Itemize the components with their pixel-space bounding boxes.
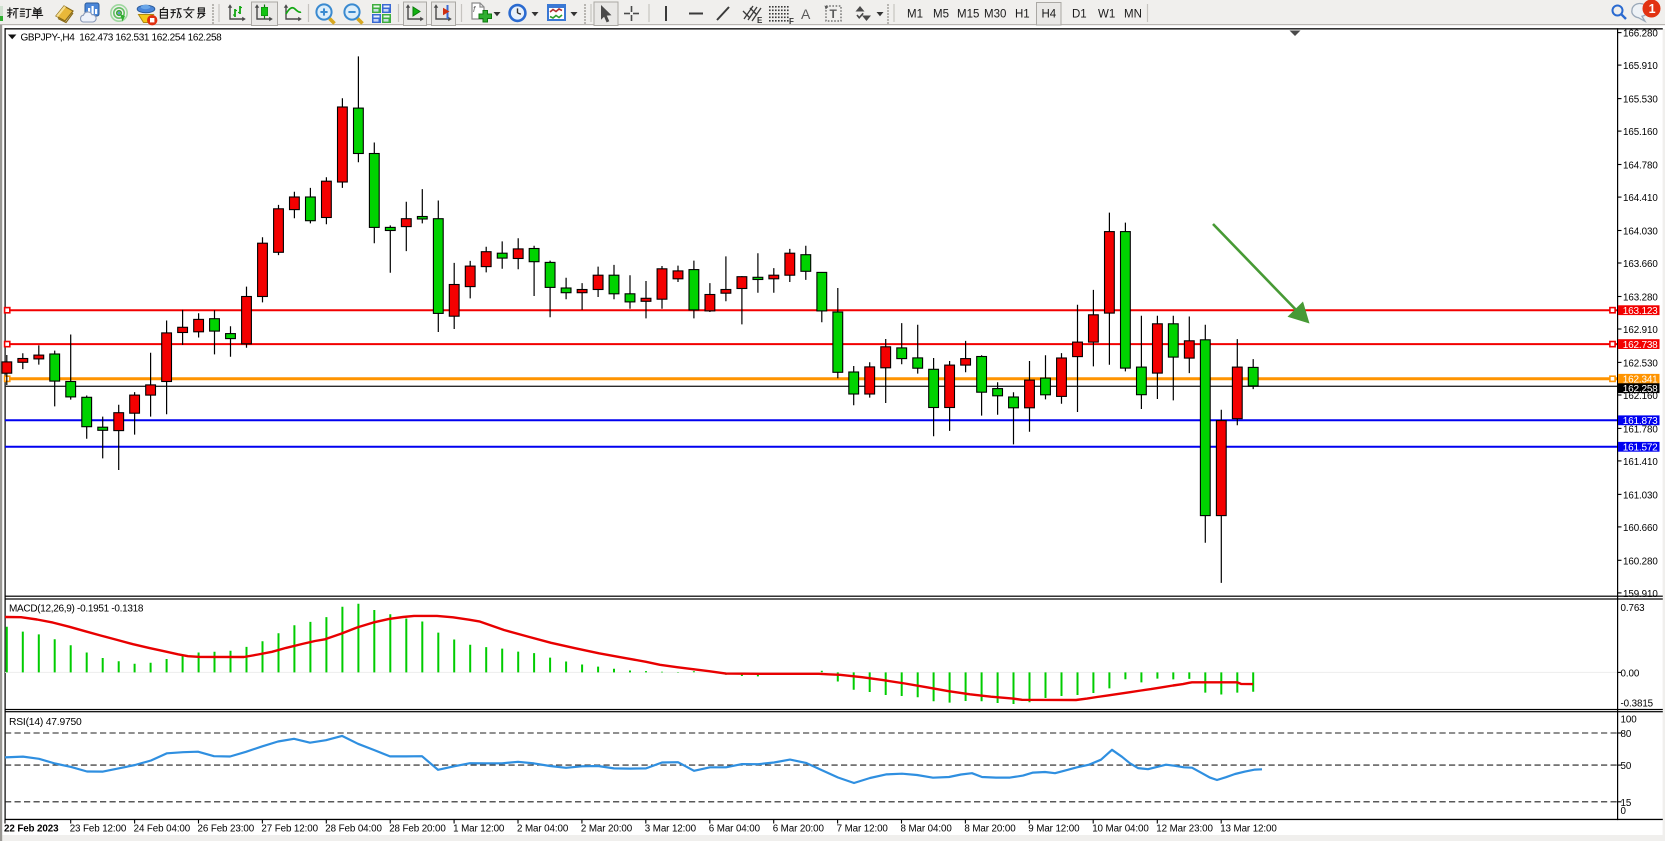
svg-text:166.280: 166.280 bbox=[1623, 29, 1658, 40]
svg-text:f: f bbox=[473, 5, 476, 14]
svg-text:15: 15 bbox=[1621, 798, 1632, 809]
svg-text:6 Mar 20:00: 6 Mar 20:00 bbox=[773, 823, 825, 834]
svg-text:0.763: 0.763 bbox=[1621, 603, 1646, 614]
svg-text:-0.3815: -0.3815 bbox=[1621, 698, 1654, 709]
svg-text:MACD(12,26,9) -0.1951 -0.1318: MACD(12,26,9) -0.1951 -0.1318 bbox=[9, 603, 144, 614]
svg-text:23 Feb 12:00: 23 Feb 12:00 bbox=[70, 823, 127, 834]
svg-text:1: 1 bbox=[1649, 2, 1656, 16]
svg-text:H4: H4 bbox=[1042, 9, 1057, 21]
svg-text:10 Mar 04:00: 10 Mar 04:00 bbox=[1092, 823, 1149, 834]
svg-text:28 Feb 20:00: 28 Feb 20:00 bbox=[389, 823, 446, 834]
svg-text:161.410: 161.410 bbox=[1623, 457, 1658, 468]
svg-text:162.258: 162.258 bbox=[1623, 384, 1658, 395]
svg-text:D1: D1 bbox=[1072, 9, 1087, 21]
svg-text:GBPJPY-,H4 162.473 162.531 16: GBPJPY-,H4 162.473 162.531 162.254 162.2… bbox=[21, 33, 223, 44]
svg-text:F: F bbox=[789, 17, 794, 26]
svg-text:163.660: 163.660 bbox=[1623, 259, 1658, 270]
svg-text:161.572: 161.572 bbox=[1623, 443, 1658, 454]
svg-text:0.00: 0.00 bbox=[1621, 668, 1640, 679]
svg-text:160.280: 160.280 bbox=[1623, 556, 1658, 567]
svg-text:161.030: 161.030 bbox=[1623, 490, 1658, 501]
svg-text:M15: M15 bbox=[957, 9, 979, 21]
svg-text:12 Mar 23:00: 12 Mar 23:00 bbox=[1156, 823, 1213, 834]
svg-text:161.780: 161.780 bbox=[1623, 424, 1658, 435]
svg-text:8 Mar 20:00: 8 Mar 20:00 bbox=[964, 823, 1016, 834]
svg-text:163.123: 163.123 bbox=[1623, 306, 1658, 317]
svg-text:W1: W1 bbox=[1098, 9, 1115, 21]
svg-text:160.660: 160.660 bbox=[1623, 523, 1658, 534]
svg-text:E: E bbox=[757, 16, 763, 25]
svg-text:26 Feb 23:00: 26 Feb 23:00 bbox=[198, 823, 255, 834]
svg-text:1 Mar 12:00: 1 Mar 12:00 bbox=[453, 823, 505, 834]
svg-text:27 Feb 12:00: 27 Feb 12:00 bbox=[261, 823, 318, 834]
svg-text:M5: M5 bbox=[933, 9, 949, 21]
svg-text:9 Mar 12:00: 9 Mar 12:00 bbox=[1028, 823, 1080, 834]
svg-text:3 Mar 12:00: 3 Mar 12:00 bbox=[645, 823, 697, 834]
svg-text:2 Mar 04:00: 2 Mar 04:00 bbox=[517, 823, 569, 834]
svg-text:161.873: 161.873 bbox=[1623, 416, 1658, 427]
svg-text:T: T bbox=[830, 7, 838, 21]
svg-text:162.160: 162.160 bbox=[1623, 391, 1658, 402]
svg-text:162.530: 162.530 bbox=[1623, 358, 1658, 369]
svg-text:RSI(14) 47.9750: RSI(14) 47.9750 bbox=[9, 717, 82, 728]
svg-text:M30: M30 bbox=[984, 9, 1006, 21]
svg-text:H1: H1 bbox=[1015, 9, 1030, 21]
svg-text:6 Mar 04:00: 6 Mar 04:00 bbox=[709, 823, 761, 834]
svg-text:164.410: 164.410 bbox=[1623, 193, 1658, 204]
svg-text:A: A bbox=[801, 6, 811, 22]
svg-text:165.910: 165.910 bbox=[1623, 61, 1658, 72]
svg-text:13 Mar 12:00: 13 Mar 12:00 bbox=[1220, 823, 1277, 834]
svg-text:7 Mar 12:00: 7 Mar 12:00 bbox=[837, 823, 889, 834]
svg-text:163.280: 163.280 bbox=[1623, 293, 1658, 304]
svg-text:MN: MN bbox=[1124, 9, 1142, 21]
svg-text:80: 80 bbox=[1621, 729, 1632, 740]
svg-text:162.738: 162.738 bbox=[1623, 340, 1658, 351]
svg-text:165.530: 165.530 bbox=[1623, 95, 1658, 106]
svg-text:28 Feb 04:00: 28 Feb 04:00 bbox=[325, 823, 382, 834]
svg-text:2 Mar 20:00: 2 Mar 20:00 bbox=[581, 823, 633, 834]
svg-text:164.780: 164.780 bbox=[1623, 161, 1658, 172]
svg-text:159.910: 159.910 bbox=[1623, 589, 1658, 600]
svg-text:162.910: 162.910 bbox=[1623, 325, 1658, 336]
svg-text:164.030: 164.030 bbox=[1623, 227, 1658, 238]
svg-text:8 Mar 04:00: 8 Mar 04:00 bbox=[901, 823, 953, 834]
svg-text:165.160: 165.160 bbox=[1623, 127, 1658, 138]
svg-text:100: 100 bbox=[1621, 714, 1638, 725]
svg-text:22 Feb 2023: 22 Feb 2023 bbox=[4, 823, 59, 834]
svg-text:24 Feb 04:00: 24 Feb 04:00 bbox=[134, 823, 191, 834]
svg-text:50: 50 bbox=[1621, 761, 1632, 772]
svg-text:162.341: 162.341 bbox=[1623, 375, 1658, 386]
svg-text:0: 0 bbox=[1621, 806, 1627, 817]
svg-text:M1: M1 bbox=[907, 9, 923, 21]
